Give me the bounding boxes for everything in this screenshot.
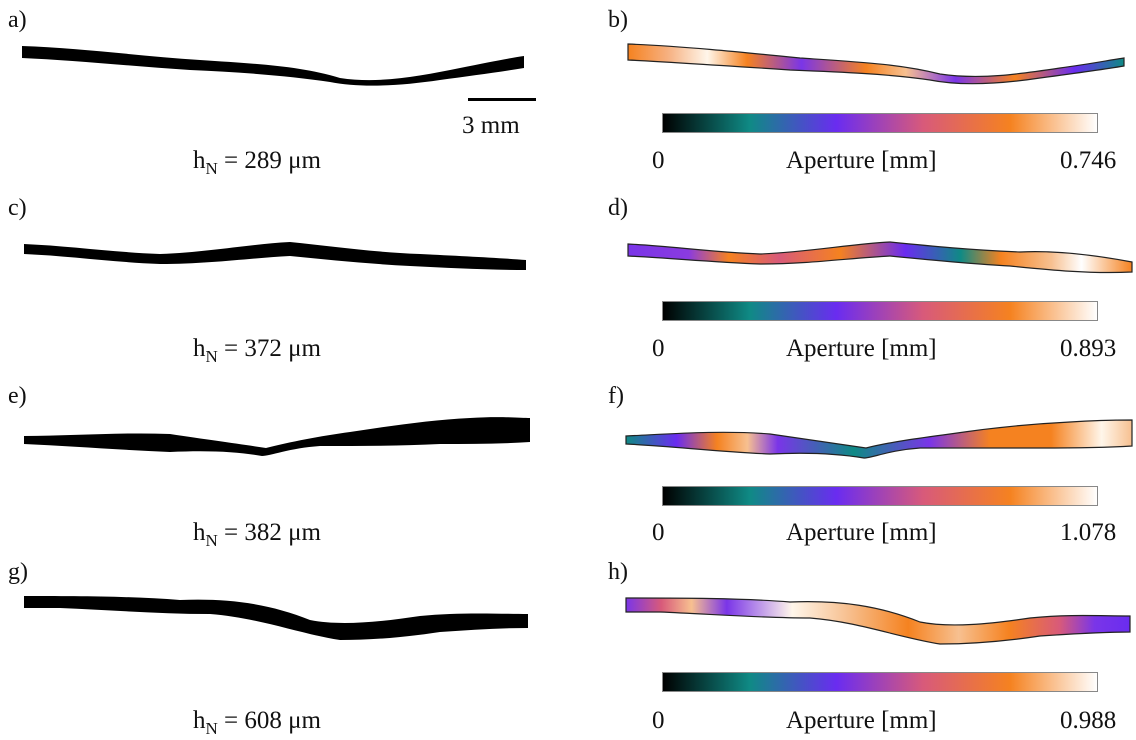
colorbar-min-b: 0 [652, 147, 665, 174]
aperture-map-b [627, 43, 1125, 85]
fracture-binary-g [24, 596, 528, 640]
colorbar-max-d: 0.893 [1060, 335, 1117, 362]
colorbar-d [662, 301, 1098, 321]
caption-e: hN = 382 μm [193, 519, 321, 550]
colorbar-f [662, 486, 1098, 506]
caption-a: hN = 289 μm [193, 147, 321, 178]
colorbar-max-f: 1.078 [1060, 519, 1117, 546]
fracture-binary-a [22, 46, 524, 86]
fracture-binary-c [24, 242, 526, 270]
aperture-map-h [625, 597, 1131, 645]
colorbar-label-b: Aperture [mm] [786, 147, 937, 174]
panel-label-h: h) [608, 559, 628, 585]
colorbar-min-f: 0 [652, 519, 665, 546]
panel-label-a: a) [8, 7, 27, 33]
panel-label-c: c) [8, 195, 27, 221]
colorbar-max-b: 0.746 [1060, 147, 1117, 174]
colorbar-b [662, 113, 1098, 133]
panel-label-g: g) [8, 559, 28, 585]
scale-bar [468, 98, 536, 101]
panel-label-d: d) [608, 195, 628, 221]
colorbar-min-d: 0 [652, 335, 665, 362]
colorbar-min-h: 0 [652, 707, 665, 734]
aperture-map-d [627, 241, 1133, 274]
colorbar-label-h: Aperture [mm] [786, 707, 937, 734]
panel-label-e: e) [8, 383, 27, 409]
scale-bar-label: 3 mm [462, 112, 520, 139]
colorbar-label-d: Aperture [mm] [786, 335, 937, 362]
panel-label-f: f) [608, 383, 624, 409]
caption-c: hN = 372 μm [193, 335, 321, 366]
colorbar-max-h: 0.988 [1060, 707, 1117, 734]
colorbar-label-f: Aperture [mm] [786, 519, 937, 546]
aperture-map-f [625, 419, 1133, 459]
panel-label-b: b) [608, 7, 628, 33]
caption-g: hN = 608 μm [193, 707, 321, 738]
colorbar-h [662, 672, 1098, 692]
fracture-binary-e [24, 417, 530, 456]
